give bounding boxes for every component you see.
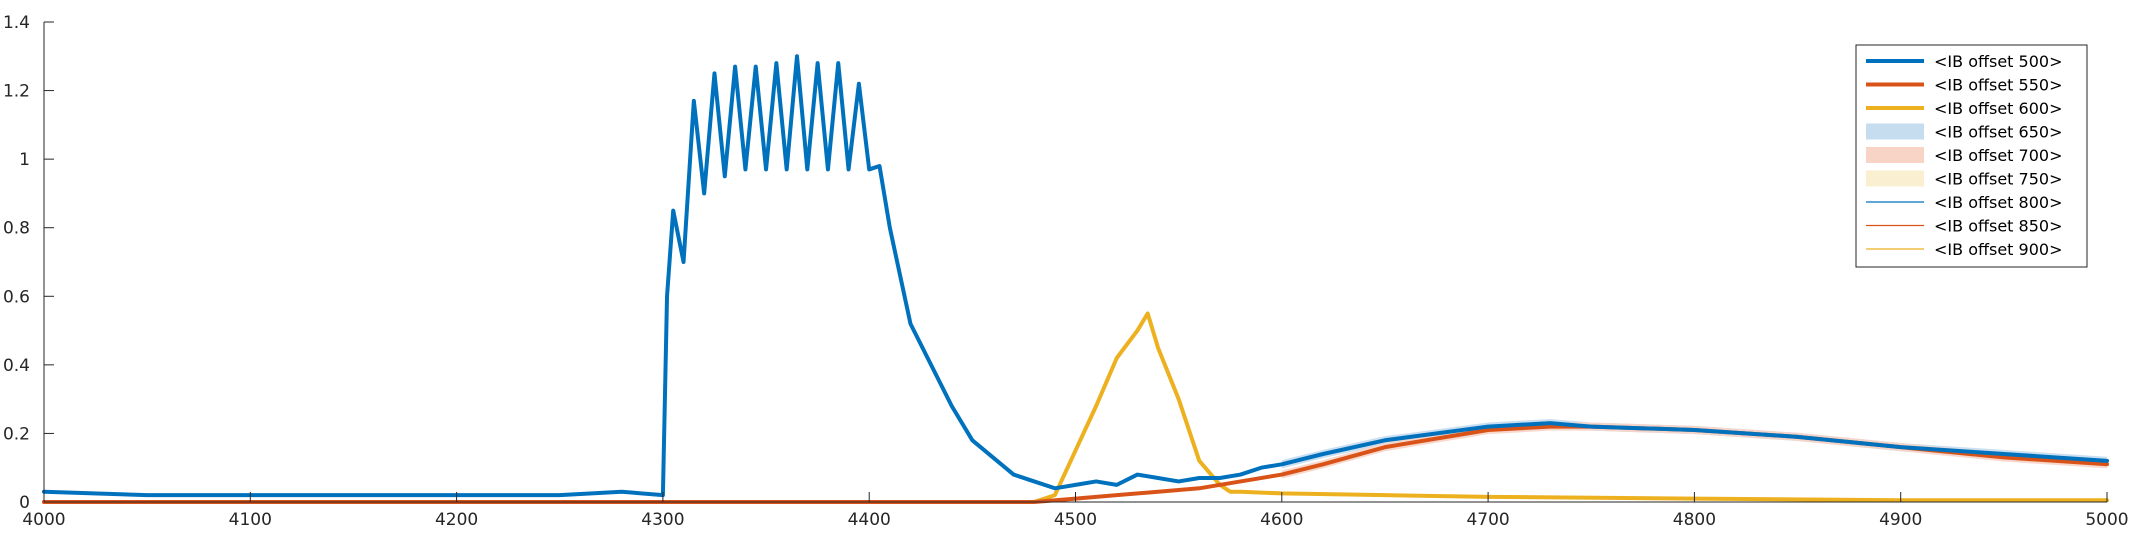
x-tick-label: 4600 [1260,510,1303,530]
legend-swatch [1866,147,1924,163]
uncertainty-bands [1281,419,2107,479]
legend-label: <IB offset 800> [1934,193,2062,212]
y-tick-label: 1 [19,150,30,170]
x-tick-label: 4500 [1054,510,1097,530]
x-tick-label: 4800 [1673,510,1716,530]
x-tick-label: 4100 [229,510,272,530]
x-tick-label: 4000 [22,510,65,530]
axes [43,22,2107,503]
y-ticks: 0 0.2 0.4 0.6 0.8 1 1.2 1.4 [3,13,54,513]
y-tick-label: 1.4 [3,13,30,33]
legend: <IB offset 500> <IB offset 550> <IB offset… [1855,44,2088,268]
legend-label: <IB offset 750> [1934,170,2062,189]
x-tick-label: 4300 [641,510,684,530]
x-tick-label: 4200 [435,510,478,530]
legend-label: <IB offset 900> [1934,240,2062,259]
x-ticks: 4000 4100 4200 4300 4400 4500 4600 4700 4800 4900… [22,492,2129,530]
x-tick-label: 4700 [1466,510,1509,530]
x-tick-label: 5000 [2085,510,2128,530]
x-tick-label: 4400 [848,510,891,530]
series-line [42,54,2109,498]
legend-label: <IB offset 550> [1934,76,2062,95]
y-tick-label: 1.2 [3,82,30,102]
legend-swatch [1866,170,1924,187]
y-tick-label: 0.2 [3,424,30,444]
y-tick-label: 0.6 [3,287,30,307]
legend-swatch [1866,123,1924,140]
y-tick-label: 0 [19,493,30,513]
legend-label: <IB offset 700> [1934,146,2062,165]
x-tick-label: 4900 [1879,510,1922,530]
legend-label: <IB offset 500> [1934,52,2062,71]
legend-label: <IB offset 600> [1934,99,2062,118]
series-line [42,311,2109,504]
series-lines [42,54,2109,504]
y-tick-label: 0.4 [3,356,30,376]
y-tick-label: 0.8 [3,219,30,239]
legend-label: <IB offset 650> [1934,123,2062,142]
legend-label: <IB offset 850> [1934,217,2062,236]
